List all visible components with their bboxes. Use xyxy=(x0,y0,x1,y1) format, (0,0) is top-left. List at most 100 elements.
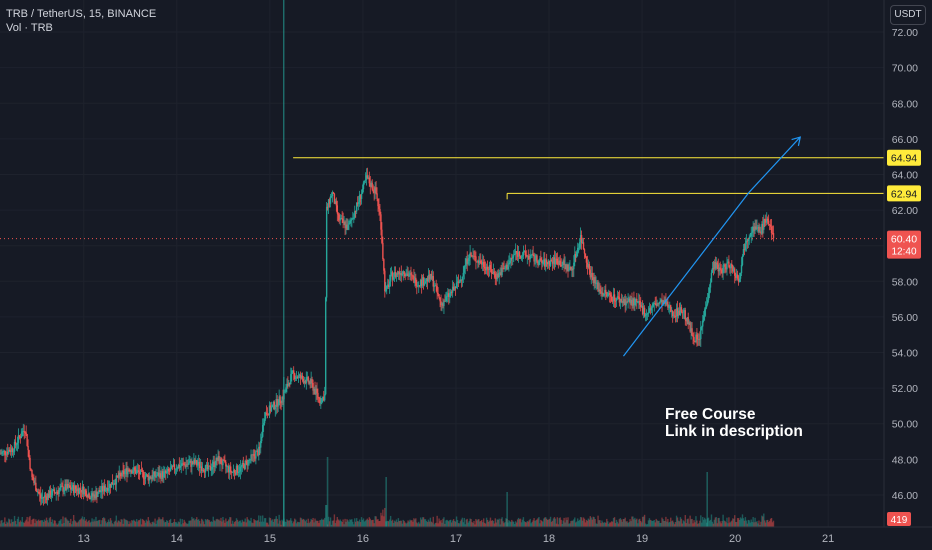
time-axis[interactable]: 13 14 15 16 17 18 19 20 21 xyxy=(0,526,932,545)
volume-bar xyxy=(650,520,653,527)
volume-bar xyxy=(567,517,569,527)
candle-body xyxy=(95,491,97,499)
volume-bar xyxy=(608,522,611,527)
candle-body xyxy=(109,483,112,488)
volume-bar xyxy=(756,521,758,527)
candle-body xyxy=(595,283,597,285)
candle-body xyxy=(694,340,696,342)
volume-bar xyxy=(116,522,118,527)
volume-bar xyxy=(747,519,749,527)
volume-bar xyxy=(263,518,266,527)
candle-body xyxy=(732,266,734,272)
volume-bar xyxy=(637,523,639,527)
candle-body xyxy=(744,243,747,250)
volume-bar xyxy=(242,521,244,527)
candle-body xyxy=(54,492,56,494)
volume-bar xyxy=(471,522,473,527)
candle-body xyxy=(611,300,614,302)
volume-bar xyxy=(578,519,581,527)
volume-bar xyxy=(20,521,23,527)
volume-bar xyxy=(718,517,720,527)
candle-body xyxy=(304,381,307,384)
volume-bar xyxy=(70,518,72,527)
candle-body xyxy=(762,224,764,230)
volume-bar xyxy=(628,521,630,527)
candle-body xyxy=(628,298,630,301)
volume-bar xyxy=(187,523,189,527)
volume-bar xyxy=(593,517,595,527)
candle-body xyxy=(344,221,346,229)
volume-bar xyxy=(527,521,529,527)
candle-body xyxy=(599,289,601,292)
symbol-title[interactable]: TRB / TetherUS, 15, BINANCE xyxy=(6,8,157,20)
volume-bar xyxy=(108,521,111,527)
currency-button[interactable]: USDT xyxy=(890,5,926,25)
candle-body xyxy=(258,446,260,456)
volume-bar xyxy=(103,518,106,527)
volume-bar xyxy=(446,519,448,527)
volume-bar xyxy=(396,522,399,527)
candle-body xyxy=(391,272,394,280)
volume-bar xyxy=(698,523,700,527)
candle-body xyxy=(220,458,222,465)
volume-bar xyxy=(71,524,73,527)
volume-bar xyxy=(442,518,444,527)
candle-body xyxy=(15,444,18,446)
candle-body xyxy=(182,463,184,465)
candle-body xyxy=(572,268,574,270)
candle-body xyxy=(141,469,144,473)
volume-bar xyxy=(282,521,284,527)
volume-bar xyxy=(531,521,533,527)
volume-bar xyxy=(476,520,478,527)
volume-bar xyxy=(198,519,200,527)
candle-body xyxy=(358,194,361,203)
volume-bar xyxy=(565,517,567,527)
candle-body xyxy=(202,469,205,472)
candle-body xyxy=(613,294,616,301)
volume-bar xyxy=(11,521,14,527)
volume-indicator-label[interactable]: Vol · TRB xyxy=(6,22,53,34)
volume-bar xyxy=(700,515,702,527)
volume-bar xyxy=(601,520,603,527)
candle-body xyxy=(280,402,282,404)
volume-bar xyxy=(692,523,694,527)
candle-body xyxy=(156,475,158,477)
volume-bar xyxy=(235,518,238,527)
candle-body xyxy=(138,472,141,475)
volume-bar xyxy=(771,522,774,527)
volume-bar xyxy=(766,520,768,527)
volume-bar xyxy=(703,519,705,527)
volume-bar xyxy=(577,518,579,527)
candle-body xyxy=(462,272,465,277)
candle-body xyxy=(383,259,385,271)
candle-body xyxy=(375,187,377,194)
candle-body xyxy=(566,264,568,270)
volume-bar xyxy=(532,520,534,527)
volume-bar xyxy=(229,517,231,527)
candle-body xyxy=(436,286,438,294)
candle-body xyxy=(207,465,210,470)
candle-body xyxy=(327,199,330,208)
volume-bar xyxy=(397,518,400,527)
volume-bar xyxy=(248,520,250,527)
volume-bar xyxy=(136,521,139,527)
candle-body xyxy=(476,261,478,263)
candle-body xyxy=(472,255,474,257)
candle-body xyxy=(450,291,452,294)
candle-body xyxy=(51,490,54,496)
volume-bar xyxy=(365,519,368,527)
candle-body xyxy=(589,269,592,278)
price-axis[interactable]: 46.0048.0050.0052.0054.0056.0058.0060.00… xyxy=(883,0,921,527)
volume-bar xyxy=(237,521,240,527)
candle-body xyxy=(237,472,240,473)
volume-bar xyxy=(358,519,361,527)
candle-body xyxy=(593,277,595,284)
candle-body xyxy=(11,448,14,453)
candle-body xyxy=(306,376,308,378)
candle-body xyxy=(603,293,605,296)
volume-bar xyxy=(178,522,181,527)
candle-body xyxy=(501,267,503,276)
volume-bar xyxy=(749,522,751,527)
candle-body xyxy=(148,476,150,481)
